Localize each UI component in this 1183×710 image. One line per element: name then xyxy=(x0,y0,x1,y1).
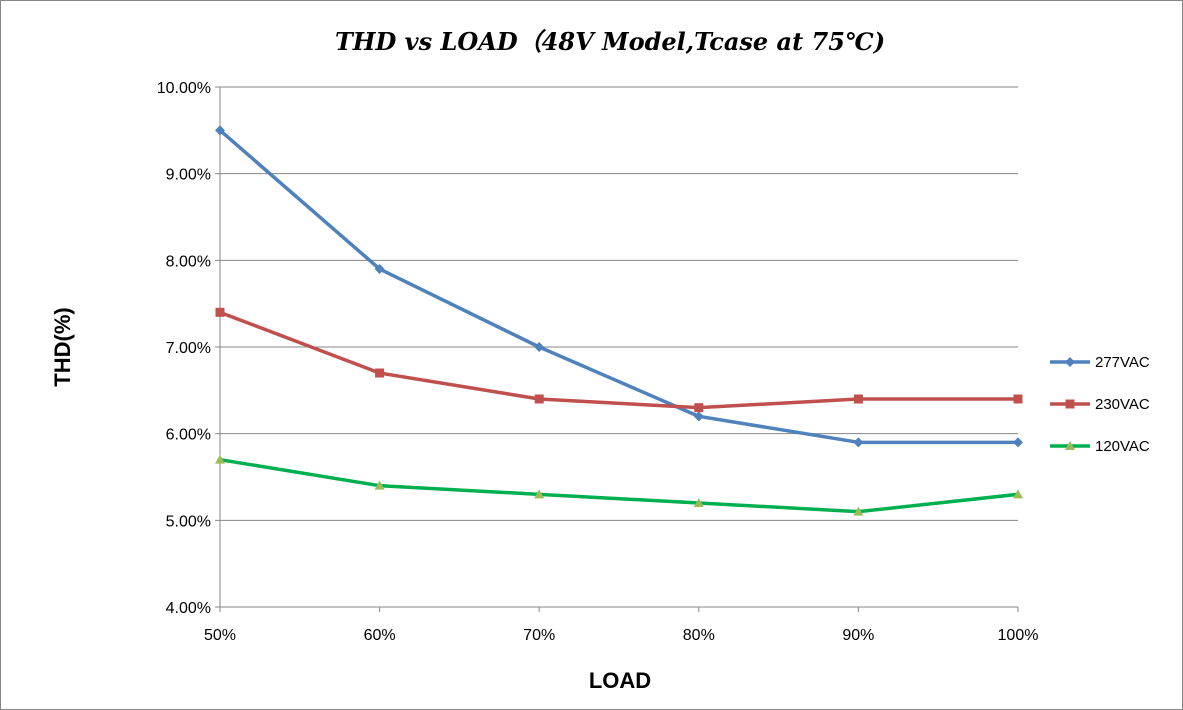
x-tick-label: 90% xyxy=(842,627,874,644)
data-point xyxy=(215,454,225,464)
x-axis-title: LOAD xyxy=(589,668,651,693)
data-point xyxy=(534,394,544,404)
legend-marker xyxy=(1065,441,1075,450)
x-tick-label: 100% xyxy=(998,627,1039,644)
data-point xyxy=(534,489,545,499)
y-tick-label: 4.00% xyxy=(166,600,211,617)
legend-item: 230VAC xyxy=(1050,396,1150,413)
legend-item: 120VAC xyxy=(1050,438,1150,455)
data-point xyxy=(693,411,704,422)
series-group xyxy=(215,125,1023,516)
legend-label: 120VAC xyxy=(1095,438,1150,455)
y-tick-label: 8.00% xyxy=(166,253,211,270)
x-tick-label: 50% xyxy=(204,627,236,644)
series-line xyxy=(218,457,1020,514)
legend-label: 277VAC xyxy=(1095,354,1150,371)
gridlines xyxy=(220,86,1018,521)
data-point xyxy=(1013,489,1023,499)
y-tick-label: 9.00% xyxy=(166,167,211,184)
y-axis-title: THD(%) xyxy=(50,307,75,386)
data-point xyxy=(374,264,385,274)
x-tick-label: 70% xyxy=(523,627,555,644)
legend: 277VAC 230VAC 120VAC xyxy=(1050,354,1150,455)
axes: 4.00% 5.00% 6.00% 7.00% 8.00% 9.00% 10.00% 50% 6… xyxy=(157,80,1039,644)
series-line xyxy=(218,310,1020,410)
series-120VAC xyxy=(215,454,1023,516)
data-point xyxy=(1013,437,1023,448)
data-point xyxy=(853,394,863,404)
data-point xyxy=(534,342,545,352)
legend-item: 277VAC xyxy=(1050,354,1150,371)
data-point xyxy=(693,498,704,507)
chart-title: THD vs LOAD（48V Model,Tcase at 75℃) xyxy=(335,27,885,56)
y-tick-label: 5.00% xyxy=(166,513,211,530)
series-line xyxy=(218,128,1020,445)
series-230VAC xyxy=(215,307,1023,413)
data-point xyxy=(375,368,385,378)
y-tick-label: 6.00% xyxy=(166,427,211,444)
data-point xyxy=(215,125,225,136)
legend-marker xyxy=(1065,357,1075,367)
y-tick-label: 10.00% xyxy=(157,80,211,97)
x-tick-label: 80% xyxy=(683,627,715,644)
data-point xyxy=(374,480,385,490)
x-tick-label: 60% xyxy=(364,627,396,644)
series-277VAC xyxy=(215,125,1023,448)
data-point xyxy=(215,307,225,317)
legend-marker xyxy=(1065,399,1075,409)
data-point xyxy=(853,437,864,448)
legend-label: 230VAC xyxy=(1095,396,1150,413)
data-point xyxy=(694,403,704,413)
data-point xyxy=(1013,394,1023,404)
data-point xyxy=(853,506,864,516)
y-tick-label: 7.00% xyxy=(166,340,211,357)
